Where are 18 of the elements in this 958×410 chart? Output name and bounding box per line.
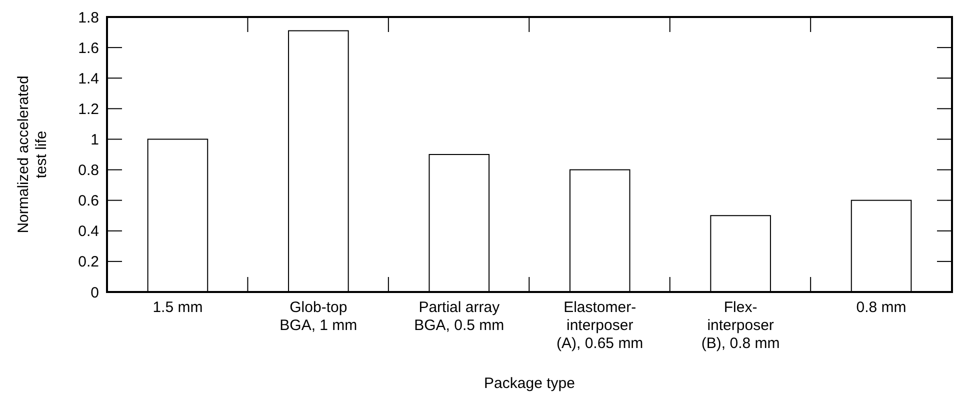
y-tick-label: 0.6	[78, 192, 99, 210]
y-tick-label: 1	[90, 131, 99, 148]
x-tick-label: Partial array BGA, 0.5 mm	[414, 299, 504, 334]
y-tick-label: 1.6	[78, 40, 99, 57]
y-axis-title: Normalized accelerated test life	[15, 76, 50, 234]
x-tick-label: Glob-top BGA, 1 mm	[280, 299, 358, 334]
y-tick-label: 0.2	[78, 254, 99, 271]
x-axis-title: Package type	[484, 375, 575, 392]
y-tick-label: 1.2	[78, 100, 99, 118]
y-tick-label: 1.4	[78, 70, 99, 88]
y-tick-label: 0.4	[78, 223, 99, 240]
x-tick-label: Elastomer- interposer (A), 0.65 mm	[556, 299, 644, 352]
y-tick-label: 0	[90, 284, 99, 302]
x-tick-label: 0.8 mm	[856, 299, 906, 316]
x-tick-label: Flex- interposer (B), 0.8 mm	[701, 299, 780, 352]
y-tick-label: 0.8	[78, 162, 99, 180]
x-tick-label: 1.5 mm	[152, 299, 203, 316]
y-tick-label: 1.8	[78, 9, 99, 26]
